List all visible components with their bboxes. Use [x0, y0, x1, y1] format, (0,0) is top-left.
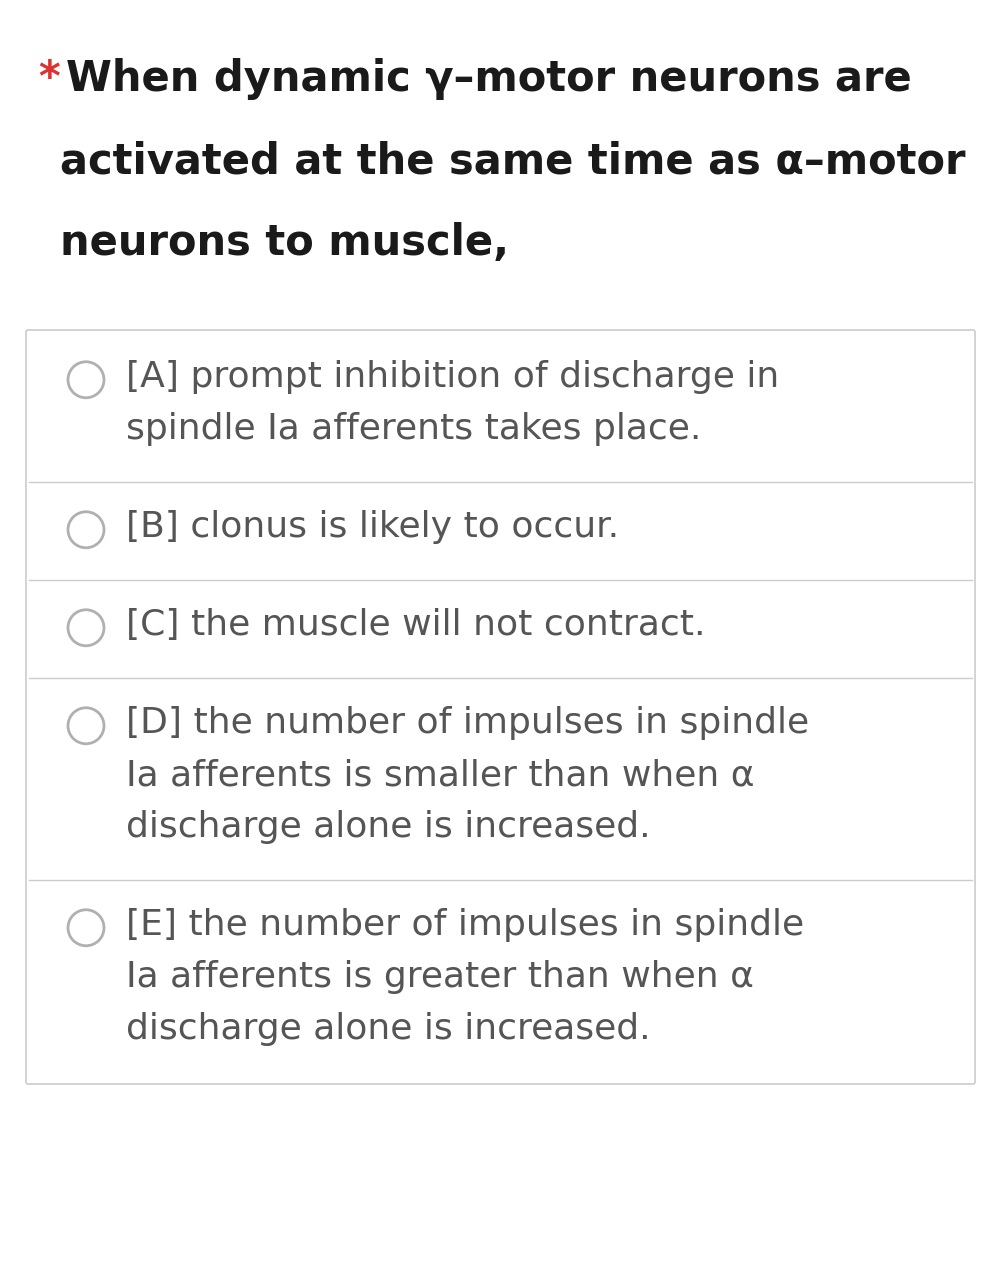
- Text: discharge alone is increased.: discharge alone is increased.: [126, 810, 651, 844]
- Text: *: *: [38, 58, 60, 100]
- Text: activated at the same time as α–motor: activated at the same time as α–motor: [60, 140, 966, 182]
- Text: [E] the number of impulses in spindle: [E] the number of impulses in spindle: [126, 908, 804, 942]
- Text: Ia afferents is greater than when α: Ia afferents is greater than when α: [126, 960, 754, 995]
- Text: Ia afferents is smaller than when α: Ia afferents is smaller than when α: [126, 758, 755, 792]
- Text: discharge alone is increased.: discharge alone is increased.: [126, 1012, 651, 1046]
- Text: [D] the number of impulses in spindle: [D] the number of impulses in spindle: [126, 707, 809, 740]
- Text: When dynamic γ–motor neurons are: When dynamic γ–motor neurons are: [66, 58, 912, 100]
- Text: [A] prompt inhibition of discharge in: [A] prompt inhibition of discharge in: [126, 360, 779, 394]
- Text: [B] clonus is likely to occur.: [B] clonus is likely to occur.: [126, 509, 620, 544]
- Text: spindle Ia afferents takes place.: spindle Ia afferents takes place.: [126, 412, 702, 445]
- Text: [C] the muscle will not contract.: [C] the muscle will not contract.: [126, 608, 706, 643]
- Text: neurons to muscle,: neurons to muscle,: [60, 221, 509, 264]
- FancyBboxPatch shape: [26, 330, 975, 1084]
